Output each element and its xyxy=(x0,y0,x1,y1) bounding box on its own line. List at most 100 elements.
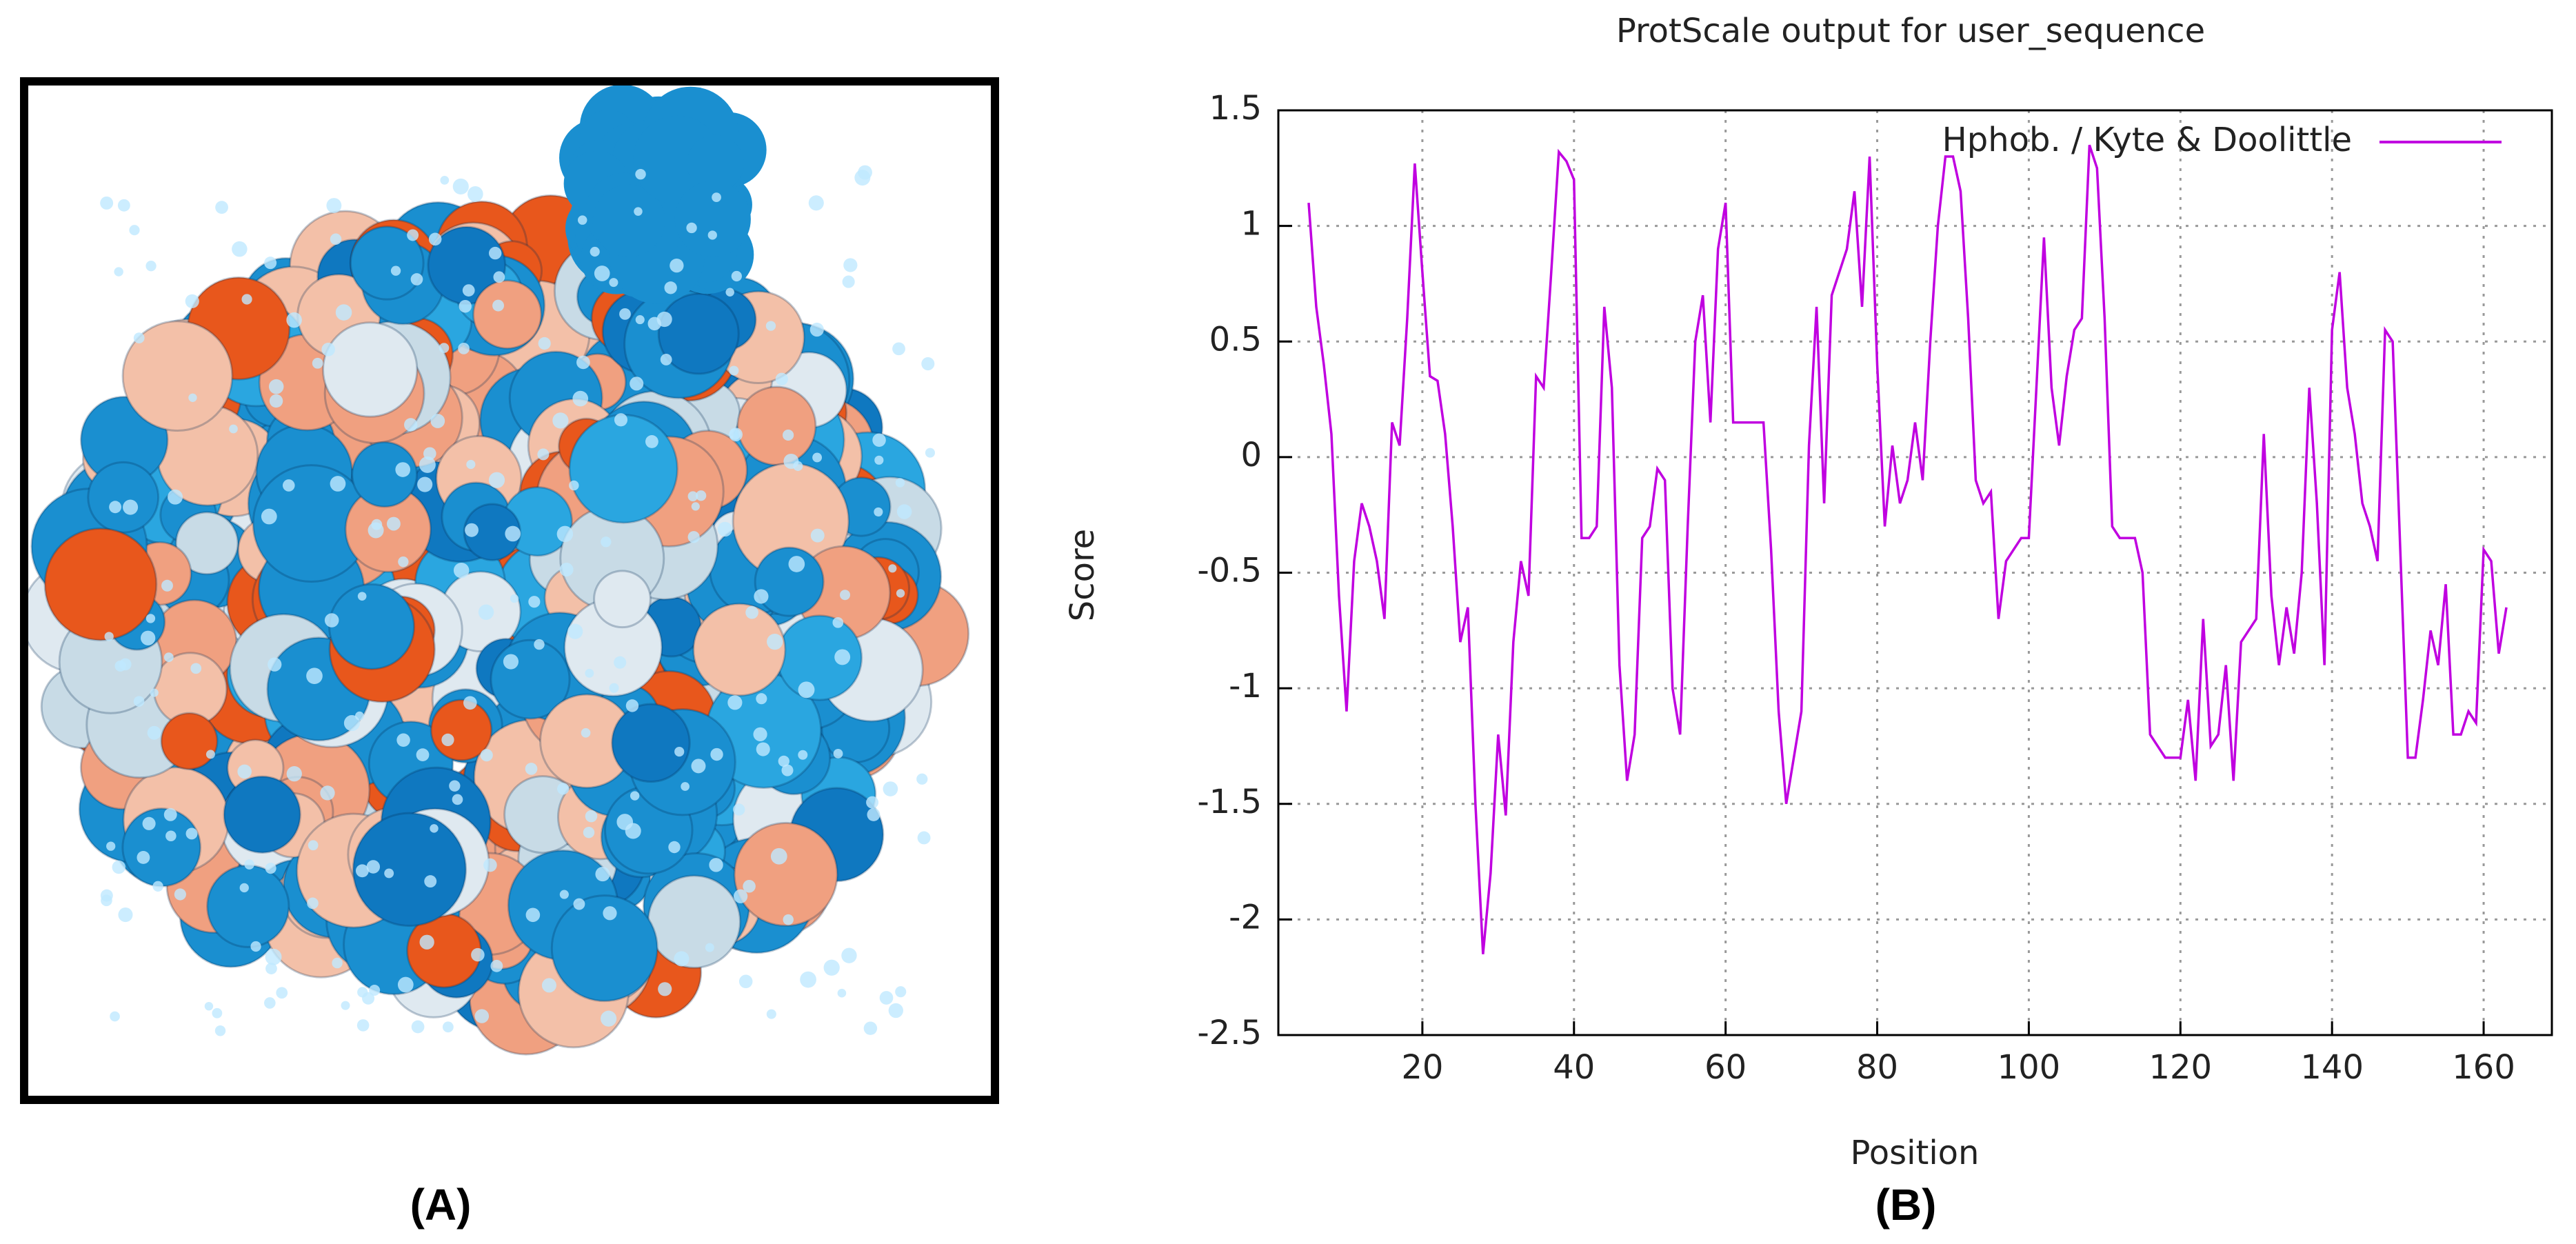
surface-highlight xyxy=(104,632,114,641)
surface-highlight xyxy=(492,299,505,312)
surface-highlight xyxy=(428,232,442,246)
surface-blob xyxy=(322,321,419,418)
panel-label: (A) xyxy=(410,1180,472,1230)
surface-highlight xyxy=(537,448,550,461)
surface-highlight xyxy=(874,507,883,516)
surface-highlight xyxy=(660,354,672,365)
surface-highlight xyxy=(232,241,248,257)
surface-highlight xyxy=(419,934,434,950)
plot: -2.5 -2 -1.5 -1 -0.5 0 0.5 1 1.5 20 40 60 80 100 120 14… xyxy=(1197,89,2553,1087)
x-tick-label: 140 xyxy=(2300,1048,2364,1087)
surface-highlight xyxy=(888,1003,903,1019)
surface-highlight xyxy=(439,343,450,353)
surface-highlight xyxy=(330,476,346,492)
surface-highlight xyxy=(190,663,202,674)
surface-highlight xyxy=(355,864,369,878)
surface-highlight xyxy=(712,192,721,203)
surface-blob xyxy=(733,821,838,927)
surface-highlight xyxy=(265,863,276,874)
surface-highlight xyxy=(528,596,541,608)
surface-highlight xyxy=(687,491,698,502)
x-tick-label: 60 xyxy=(1704,1048,1747,1087)
x-tick-label: 40 xyxy=(1553,1048,1595,1087)
surface-highlight xyxy=(858,165,872,180)
surface-highlight xyxy=(863,1021,878,1035)
surface-blob xyxy=(592,184,665,257)
surface-highlight xyxy=(133,332,145,343)
surface-highlight xyxy=(386,516,401,531)
surface-highlight xyxy=(707,230,717,240)
surface-highlight xyxy=(462,284,475,297)
surface-highlight xyxy=(590,246,600,257)
surface-highlight xyxy=(416,748,430,762)
surface-highlight xyxy=(809,322,824,337)
surface-highlight xyxy=(686,222,697,234)
surface-highlight xyxy=(106,841,116,851)
surface-highlight xyxy=(810,528,825,543)
surface-highlight xyxy=(866,796,879,809)
surface-highlight xyxy=(783,453,799,469)
surface-highlight xyxy=(453,562,470,579)
surface-highlight xyxy=(601,1010,617,1027)
surface-highlight xyxy=(129,225,140,236)
y-tick-label: -1 xyxy=(1229,667,1262,705)
surface-highlight xyxy=(117,199,130,212)
surface-highlight xyxy=(114,267,123,277)
x-tick-label: 160 xyxy=(2452,1048,2515,1087)
surface-highlight xyxy=(268,657,282,672)
surface-highlight xyxy=(896,504,912,519)
surface-highlight xyxy=(250,941,261,952)
surface-highlight xyxy=(510,594,519,603)
surface-blob xyxy=(121,320,234,432)
plot-frame xyxy=(1277,109,2553,1036)
surface-highlight xyxy=(823,959,840,976)
surface-blob xyxy=(121,807,202,887)
surface-highlight xyxy=(567,623,583,639)
surface-highlight xyxy=(185,827,198,840)
surface-highlight xyxy=(307,897,319,910)
surface-highlight xyxy=(241,294,252,305)
surface-highlight xyxy=(493,271,505,283)
surface-highlight xyxy=(557,783,570,795)
surface-highlight xyxy=(614,656,627,669)
surface-highlight xyxy=(812,452,823,463)
surface-highlight xyxy=(123,499,139,515)
surface-highlight xyxy=(603,906,617,921)
surface-blob xyxy=(43,528,158,641)
surface-highlight xyxy=(320,785,335,801)
surface-highlight xyxy=(595,866,610,882)
surface-blob xyxy=(687,134,744,192)
surface-highlight xyxy=(731,270,742,282)
surface-highlight xyxy=(833,748,843,759)
surface-highlight xyxy=(430,824,439,833)
surface-highlight xyxy=(442,1021,454,1033)
surface-highlight xyxy=(145,261,157,272)
surface-highlight xyxy=(691,502,700,511)
surface-highlight xyxy=(840,590,851,601)
surface-highlight xyxy=(867,807,881,821)
surface-highlight xyxy=(478,604,494,620)
surface-highlight xyxy=(397,976,414,993)
surface-highlight xyxy=(630,377,644,391)
surface-highlight xyxy=(471,947,485,962)
surface-highlight xyxy=(775,372,788,385)
surface-blob xyxy=(174,511,239,576)
y-tick-label: -2.5 xyxy=(1197,1014,1262,1052)
surface-blob xyxy=(328,583,416,670)
surface-highlight xyxy=(756,693,767,705)
surface-highlight xyxy=(585,810,598,823)
surface-highlight xyxy=(619,308,631,320)
surface-highlight xyxy=(743,879,756,893)
surface-highlight xyxy=(837,988,847,998)
surface-highlight xyxy=(140,630,156,645)
surface-highlight xyxy=(423,447,436,461)
surface-highlight xyxy=(276,987,288,999)
surface-highlight xyxy=(717,521,733,537)
surface-highlight xyxy=(396,733,410,747)
surface-highlight xyxy=(229,424,238,434)
surface-highlight xyxy=(489,246,502,260)
surface-highlight xyxy=(265,948,282,965)
y-axis-label: Score xyxy=(1063,529,1102,621)
surface-highlight xyxy=(384,868,394,879)
surface-highlight xyxy=(658,982,672,996)
